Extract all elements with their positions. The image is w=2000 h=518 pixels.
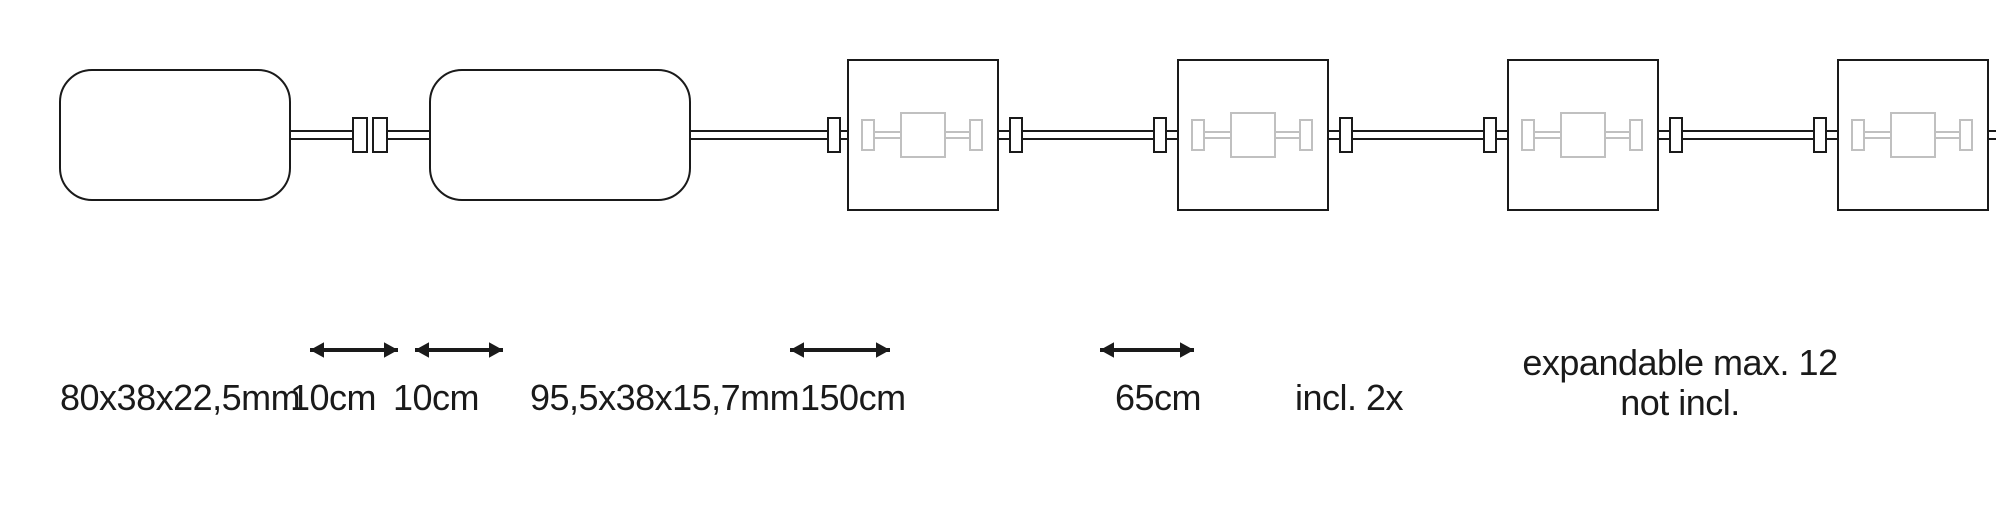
label-expandable-2: not incl. [1620,382,1740,423]
dim-box1: 80x38x22,5mm [60,377,300,418]
dim-150cm: 150cm [800,377,906,418]
dim-10cm-b: 10cm [393,377,479,418]
fixture-box [1178,60,1328,210]
label-expandable-1: expandable max. 12 [1522,342,1837,383]
fixture-box [1508,60,1658,210]
dimension-arrow [415,342,503,357]
dim-10cm-a: 10cm [290,377,376,418]
fixture-box [1838,60,1988,210]
dim-65cm: 65cm [1115,377,1201,418]
label-incl: incl. 2x [1295,377,1404,418]
dimension-arrow [310,342,398,357]
fixture-box [848,60,998,210]
dimension-arrow [790,342,890,357]
dimension-arrow [1100,342,1194,357]
dim-box2: 95,5x38x15,7mm [530,377,799,418]
